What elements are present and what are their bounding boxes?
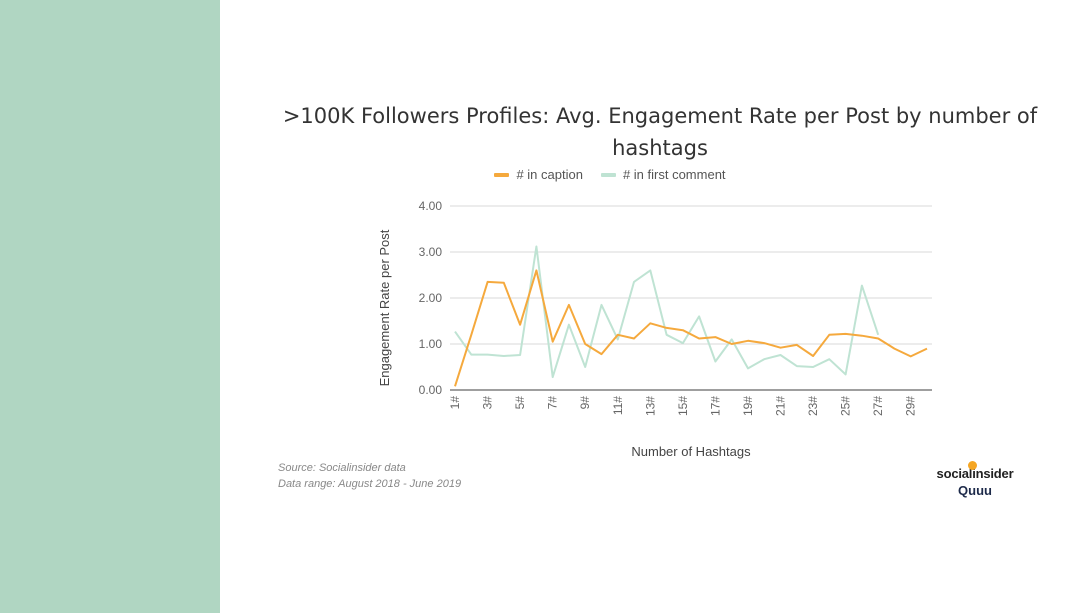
legend-swatch-first-comment [600, 172, 616, 177]
x-tick-label: 29# [904, 396, 918, 416]
series-line-first-comment [454, 245, 880, 379]
y-axis-title: Engagement Rate per Post [377, 229, 392, 386]
x-tick-label: 11# [611, 396, 625, 415]
logo-accent-dot [968, 461, 977, 470]
source-line: Source: Socialinsider data [278, 462, 406, 474]
legend-label-caption: # in caption [516, 167, 583, 182]
x-tick-label: 23# [806, 396, 820, 416]
legend-swatch-caption [494, 172, 510, 177]
chart-legend: # in caption # in first comment [220, 167, 1000, 182]
x-tick-label: 25# [839, 396, 853, 416]
x-tick-label: 21# [774, 396, 788, 416]
socialinsider-logo: socialinsider Quuu [920, 461, 1030, 498]
x-axis-title: Number of Hashtags [631, 444, 751, 459]
legend-item-first-comment: # in first comment [600, 167, 726, 182]
x-tick-label: 27# [871, 396, 885, 416]
x-tick-label: 3# [481, 396, 495, 410]
source-note: Source: Socialinsider data Data range: A… [278, 460, 461, 492]
x-tick-label: 19# [741, 396, 755, 416]
x-tick-label: 9# [578, 396, 592, 410]
y-tick-label: 4.00 [419, 199, 443, 213]
legend-item-caption: # in caption [494, 167, 583, 182]
quuu-wordmark: Quuu [958, 483, 992, 498]
x-tick-label: 13# [643, 396, 657, 416]
chart-title: >100K Followers Profiles: Avg. Engagemen… [282, 104, 1038, 160]
x-tick-label: 5# [513, 396, 527, 410]
y-tick-label: 0.00 [419, 383, 443, 397]
y-tick-label: 1.00 [419, 337, 443, 351]
x-tick-label: 17# [708, 396, 722, 416]
y-tick-label: 3.00 [419, 245, 443, 259]
series-line-caption [454, 269, 928, 387]
legend-label-first-comment: # in first comment [622, 167, 726, 182]
x-tick-label: 1# [448, 396, 462, 410]
slide-content: >100K Followers Profiles: Avg. Engagemen… [220, 0, 1080, 613]
y-tick-label: 2.00 [419, 291, 443, 305]
line-chart: 0.00 1.00 2.00 3.00 4.00 1# 3# 5# 7# 9# 11# 13# 15# 1… [377, 199, 932, 459]
x-tick-label: 7# [546, 396, 560, 410]
x-tick-label: 15# [676, 396, 690, 416]
data-range-line: Data range: August 2018 - June 2019 [278, 478, 462, 490]
sidebar-panel [0, 0, 220, 613]
socialinsider-wordmark: socialinsider [936, 466, 1014, 481]
